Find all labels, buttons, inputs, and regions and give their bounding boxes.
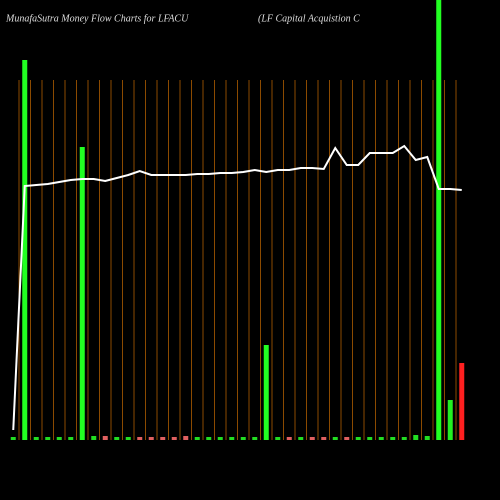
bar	[171, 437, 177, 440]
bar	[102, 436, 108, 440]
bar	[22, 60, 28, 440]
chart-title: MunafaSutra Money Flow Charts for LFACU	[5, 13, 189, 24]
bar	[436, 0, 442, 440]
bar	[79, 147, 85, 440]
bar	[217, 437, 223, 440]
bar	[45, 437, 51, 440]
bar	[183, 436, 189, 440]
bar	[137, 437, 143, 440]
bar	[309, 437, 315, 440]
bar	[275, 437, 281, 440]
bar	[229, 437, 235, 440]
bar	[68, 437, 74, 440]
bar	[91, 436, 97, 440]
bar	[367, 437, 373, 440]
bar	[413, 435, 419, 440]
bar	[194, 437, 200, 440]
bar	[344, 437, 350, 440]
bar	[332, 437, 338, 440]
bar	[286, 437, 292, 440]
bar	[114, 437, 120, 440]
bar	[160, 437, 166, 440]
bar	[321, 437, 327, 440]
bar	[447, 400, 453, 440]
money-flow-line	[12, 144, 462, 431]
bar	[240, 437, 246, 440]
bar	[298, 437, 304, 440]
bar	[206, 437, 212, 440]
chart-subtitle: (LF Capital Acquistion C	[258, 13, 360, 24]
bar	[56, 437, 62, 440]
bar	[390, 437, 396, 440]
bar	[33, 437, 39, 440]
bar	[355, 437, 361, 440]
bar	[424, 436, 430, 440]
bar	[459, 363, 465, 440]
bar	[401, 437, 407, 440]
bar	[148, 437, 154, 440]
bar	[263, 345, 269, 440]
bar	[10, 437, 16, 440]
bar	[252, 437, 258, 440]
bar	[125, 437, 131, 440]
bar	[378, 437, 384, 440]
